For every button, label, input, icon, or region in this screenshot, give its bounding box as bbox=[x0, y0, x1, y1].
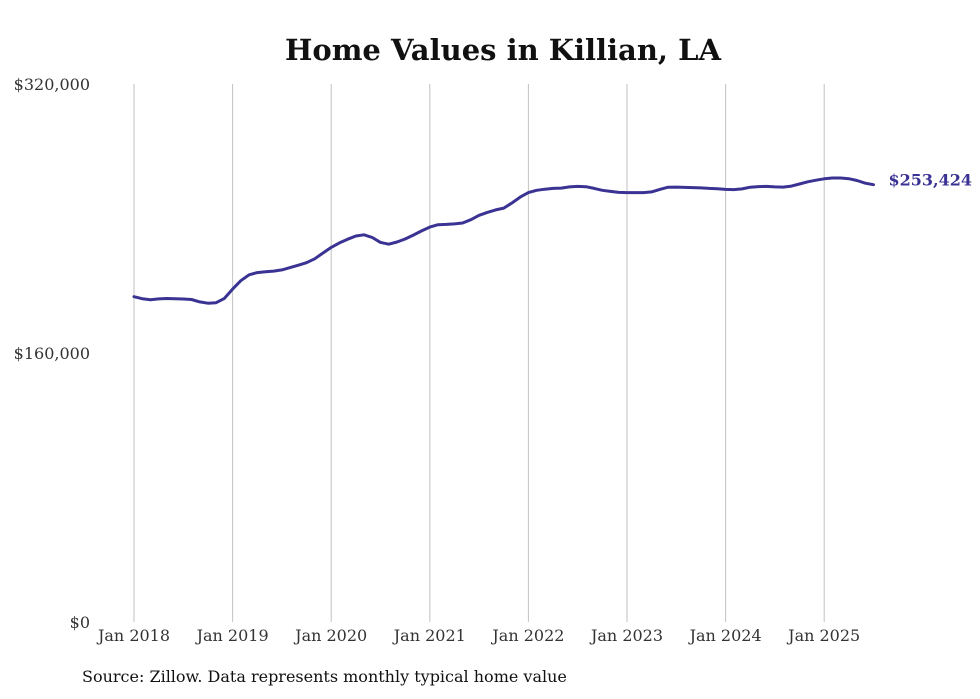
x-tick-label: Jan 2021 bbox=[392, 626, 466, 645]
x-tick-label: Jan 2020 bbox=[293, 626, 367, 645]
y-tick-label: $0 bbox=[70, 613, 90, 632]
y-axis-ticks: $0 $160,000 $320,000 bbox=[14, 75, 90, 632]
chart-title: Home Values in Killian, LA bbox=[285, 33, 722, 67]
x-tick-label: Jan 2024 bbox=[688, 626, 762, 645]
x-tick-label: Jan 2023 bbox=[589, 626, 663, 645]
grid bbox=[133, 84, 825, 622]
series-line bbox=[132, 176, 875, 305]
end-value-label: $253,424 bbox=[889, 171, 973, 190]
series: $253,424 bbox=[132, 171, 973, 305]
source-note: Source: Zillow. Data represents monthly … bbox=[82, 667, 567, 686]
y-tick-label: $320,000 bbox=[14, 75, 90, 94]
y-tick-label: $160,000 bbox=[14, 344, 90, 363]
chart: Home Values in Killian, LA $0 $160,000 $32… bbox=[14, 33, 973, 645]
x-tick-label: Jan 2025 bbox=[786, 626, 860, 645]
x-axis-ticks: Jan 2018 Jan 2019 Jan 2020 Jan 2021 Jan 2022… bbox=[96, 626, 860, 645]
x-tick-label: Jan 2022 bbox=[490, 626, 564, 645]
x-tick-label: Jan 2019 bbox=[195, 626, 269, 645]
x-tick-label: Jan 2018 bbox=[96, 626, 170, 645]
